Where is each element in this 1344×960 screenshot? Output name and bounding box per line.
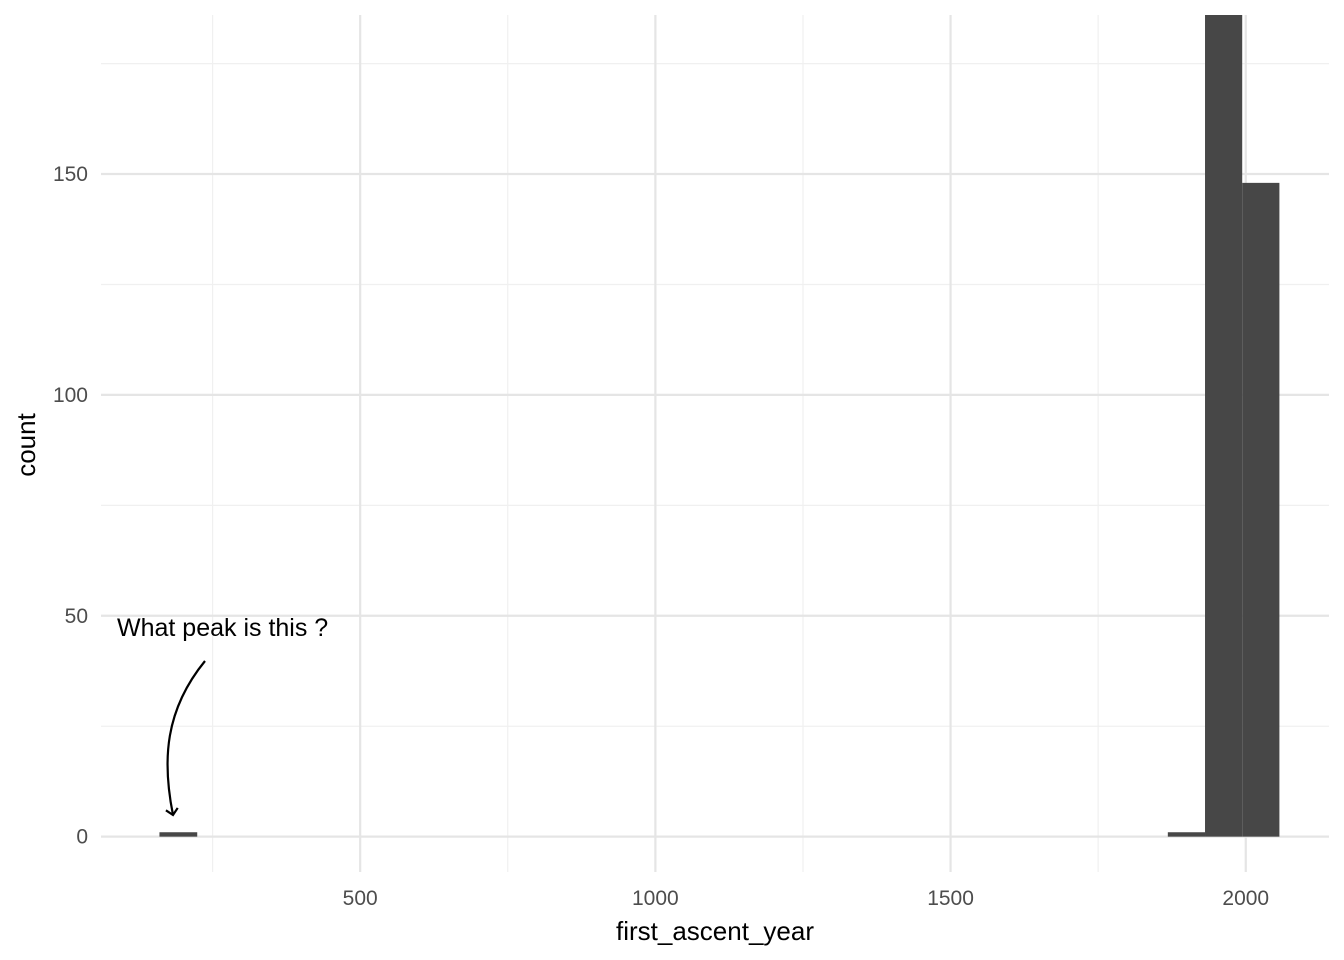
x-axis-tick-labels: 500 1000 1500 2000	[343, 887, 1269, 910]
histogram-bar	[159, 832, 198, 837]
x-tick-label: 1000	[632, 887, 679, 910]
y-axis-title: count	[11, 412, 41, 476]
x-tick-label: 1500	[927, 887, 974, 910]
y-tick-label: 50	[65, 605, 88, 628]
y-tick-label: 150	[53, 163, 88, 186]
x-axis-title: first_ascent_year	[616, 916, 814, 946]
x-tick-label: 2000	[1222, 887, 1269, 910]
annotation-text: What peak is this ?	[117, 614, 328, 642]
y-tick-label: 0	[76, 826, 88, 849]
histogram-bar	[1205, 15, 1243, 837]
y-axis-tick-labels: 0 50 100 150	[53, 163, 88, 849]
histogram-bar	[1167, 832, 1206, 837]
y-tick-label: 100	[53, 384, 88, 407]
histogram-bar	[1242, 182, 1280, 837]
annotation-arrow	[165, 660, 206, 817]
x-tick-label: 500	[343, 887, 378, 910]
histogram-bars	[159, 15, 1280, 837]
grid-lines	[101, 15, 1329, 872]
